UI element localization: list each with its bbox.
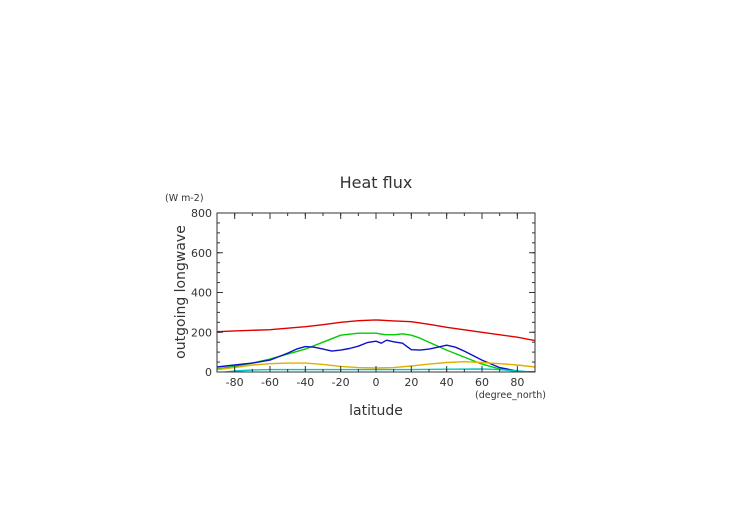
x-tick-label: 0 [373, 376, 380, 389]
x-tick-label: 40 [440, 376, 454, 389]
x-tick-label: -40 [296, 376, 314, 389]
x-tick-label: 20 [404, 376, 418, 389]
y-tick-label: 800 [191, 207, 212, 220]
x-tick-label: -80 [226, 376, 244, 389]
y-tick-label: 0 [205, 366, 212, 379]
y-tick-label: 400 [191, 287, 212, 300]
y-axis-label: outgoing longwave [173, 225, 189, 359]
x-unit-label: (degree_north) [475, 390, 546, 401]
x-tick-label: 80 [510, 376, 524, 389]
minor-ticks [216, 212, 536, 373]
x-axis-label: latitude [349, 403, 403, 419]
x-tick-label: -20 [332, 376, 350, 389]
chart-title: Heat flux [340, 173, 413, 192]
y-tick-label: 600 [191, 247, 212, 260]
plot-frame [216, 212, 536, 373]
plot-area: -80 -60 -40 -20 0 20 40 60 80 0 200 400 600 800 [191, 207, 536, 389]
x-tick-label: 60 [475, 376, 489, 389]
y-ticks: 0 200 400 600 800 [191, 207, 535, 379]
x-ticks: -80 -60 -40 -20 0 20 40 60 80 [226, 213, 524, 389]
series-layer [217, 319, 535, 372]
y-tick-label: 200 [191, 326, 212, 339]
series-line-1 [217, 319, 535, 342]
series-line-3 [217, 339, 535, 372]
y-unit-label: (W m-2) [165, 193, 204, 204]
x-tick-label: -60 [261, 376, 279, 389]
